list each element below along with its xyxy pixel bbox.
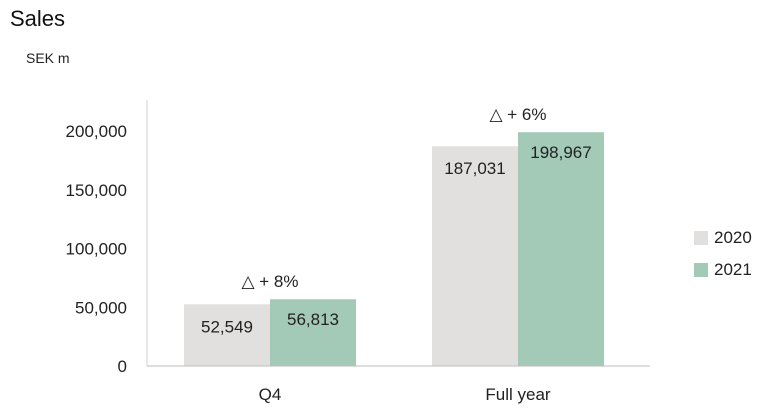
legend: 2020 2021 (694, 228, 752, 292)
bar-2020-1 (432, 146, 518, 366)
y-tick-label-2: 100,000 (66, 240, 127, 259)
y-tick-label-0: 0 (118, 357, 127, 376)
annotation-0: △ + 8% (241, 272, 298, 291)
legend-swatch-2021 (694, 263, 708, 277)
data-label-2020-1: 187,031 (444, 159, 505, 178)
chart-title: Sales (10, 6, 66, 31)
y-tick-label-3: 150,000 (66, 181, 127, 200)
x-tick-label-1: Full year (485, 385, 551, 404)
bar-2020-0 (184, 304, 270, 366)
data-label-2020-0: 52,549 (201, 317, 253, 336)
y-tick-label-4: 200,000 (66, 122, 127, 141)
legend-item-2021: 2021 (694, 260, 752, 280)
annotation-1: △ + 6% (489, 105, 546, 124)
legend-label-2020: 2020 (714, 228, 752, 247)
y-tick-label-1: 50,000 (75, 298, 127, 317)
bar-2021-1 (518, 132, 604, 366)
legend-item-2020: 2020 (694, 228, 752, 248)
unit-label: SEK m (26, 50, 70, 66)
data-label-2021-0: 56,813 (287, 310, 339, 329)
data-label-2021-1: 198,967 (530, 143, 591, 162)
x-tick-label-0: Q4 (259, 385, 282, 404)
bar-2021-0 (270, 299, 356, 366)
legend-label-2021: 2021 (714, 260, 752, 279)
legend-swatch-2020 (694, 231, 708, 245)
